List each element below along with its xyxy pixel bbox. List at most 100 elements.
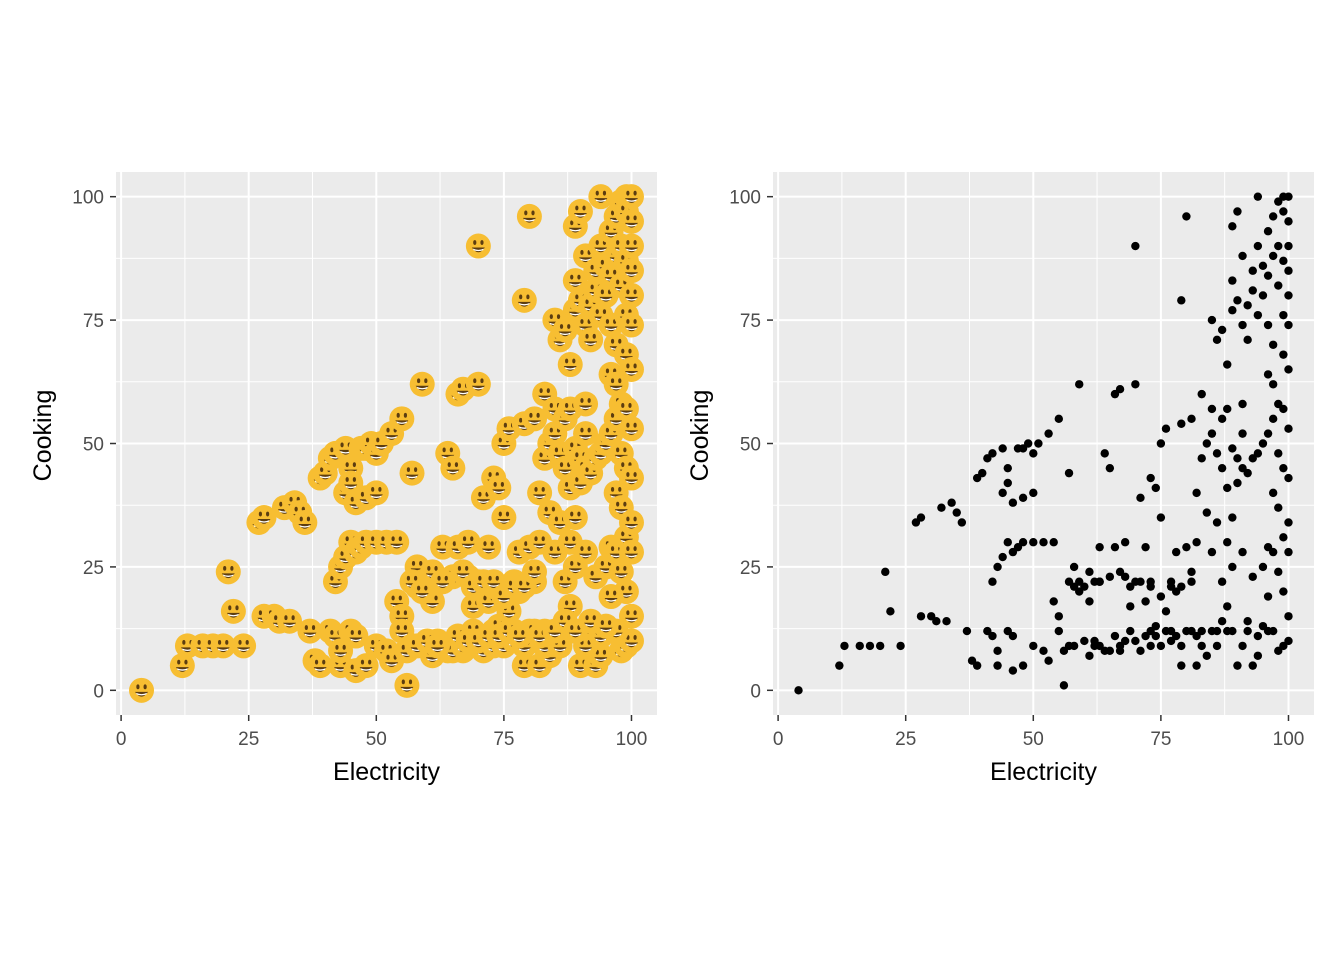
- scatter-point: [840, 641, 849, 651]
- scatter-point: [993, 661, 1002, 670]
- emoji-point: [613, 396, 639, 422]
- scatter-point: [1233, 207, 1242, 216]
- emoji-point: [389, 406, 415, 432]
- scatter-point: [972, 661, 982, 670]
- scatter-point: [1110, 542, 1120, 552]
- scatter-point: [1212, 449, 1222, 458]
- x-tick-label: 50: [366, 729, 387, 750]
- scatter-point: [1136, 646, 1145, 656]
- emoji-point: [297, 618, 323, 644]
- scatter-point: [1197, 641, 1206, 651]
- emoji-point: [598, 584, 624, 610]
- scatter-point: [1274, 449, 1283, 458]
- emoji-point: [430, 569, 456, 595]
- emoji-point: [251, 505, 277, 531]
- scatter-point: [1268, 340, 1278, 349]
- x-tick-label: 75: [1150, 729, 1171, 750]
- emoji-point: [277, 608, 303, 634]
- scatter-point: [1075, 587, 1084, 596]
- scatter-point: [1258, 621, 1268, 631]
- scatter-point: [1029, 538, 1038, 547]
- scatter-point: [1003, 463, 1012, 473]
- scatter-point: [1131, 636, 1140, 646]
- scatter-point: [1284, 266, 1293, 275]
- scatter-point: [932, 617, 941, 626]
- scatter-point: [1258, 562, 1268, 572]
- scatter-point: [1279, 533, 1288, 542]
- x-tick-label: 100: [616, 729, 648, 750]
- scatter-point: [978, 468, 987, 478]
- emoji-point: [465, 233, 491, 259]
- scatter-point: [1054, 612, 1064, 621]
- scatter-point: [1274, 567, 1283, 577]
- emoji-point: [363, 480, 389, 506]
- scatter-point: [1274, 241, 1283, 251]
- scatter-point: [1156, 513, 1166, 522]
- scatter-point: [1217, 617, 1227, 626]
- emoji-point: [169, 653, 195, 679]
- scatter-point: [1171, 547, 1181, 557]
- scatter-point: [1161, 607, 1171, 616]
- x-tick-label: 0: [116, 729, 127, 750]
- scatter-point: [1085, 567, 1094, 577]
- emoji-point: [573, 539, 599, 565]
- scatter-point: [1054, 626, 1064, 636]
- scatter-point: [1284, 320, 1293, 330]
- scatter-point: [1253, 449, 1263, 458]
- scatter-point: [988, 449, 997, 458]
- scatter-point: [1263, 592, 1273, 601]
- scatter-point: [1212, 335, 1222, 345]
- scatter-point: [1238, 429, 1247, 438]
- scatter-point: [1120, 538, 1130, 547]
- y-tick-label: 25: [83, 558, 104, 579]
- scatter-point: [1166, 582, 1176, 591]
- emoji-point: [578, 327, 604, 353]
- scatter-point: [855, 641, 864, 651]
- emoji-point: [307, 653, 333, 679]
- scatter-point: [1284, 547, 1293, 557]
- scatter-point: [1044, 656, 1053, 665]
- emoji-point: [506, 623, 532, 649]
- scatter-point: [1233, 478, 1242, 488]
- y-tick-labels: 0 25 50 75 100: [729, 188, 761, 703]
- scatter-point: [1161, 626, 1171, 636]
- scatter-point: [1263, 227, 1273, 236]
- scatter-point: [1263, 429, 1273, 438]
- scatter-point: [1258, 291, 1268, 300]
- scatter-point: [1039, 646, 1048, 656]
- scatter-point: [1263, 271, 1273, 280]
- emoji-point: [618, 465, 644, 491]
- scatter-point: [1217, 414, 1227, 424]
- scatter-point: [1029, 488, 1038, 498]
- scatter-point: [1069, 641, 1079, 651]
- scatter-point: [1238, 641, 1247, 651]
- scatter-point: [1228, 222, 1237, 231]
- x-axis-title: Electricity: [990, 758, 1097, 786]
- scatter-point: [1243, 335, 1252, 345]
- scatter-point: [1095, 542, 1104, 552]
- scatter-point: [1274, 503, 1283, 512]
- scatter-point: [1059, 681, 1069, 690]
- scatter-point: [1233, 296, 1242, 305]
- scatter-point: [1253, 651, 1263, 660]
- scatter-point: [1008, 666, 1018, 675]
- y-tick-label: 100: [72, 188, 104, 209]
- y-tick-label: 0: [93, 681, 104, 702]
- scatter-point: [1207, 626, 1217, 636]
- emoji-point: [440, 455, 466, 481]
- emoji-point: [618, 258, 644, 284]
- emoji-point: [491, 505, 517, 531]
- emoji-point: [455, 529, 481, 555]
- scatter-point: [1248, 661, 1257, 670]
- scatter-point: [1136, 493, 1145, 502]
- scatter-point: [1039, 538, 1048, 547]
- scatter-point: [1018, 538, 1028, 547]
- emoji-point: [567, 198, 593, 224]
- y-tick-label: 50: [740, 435, 761, 456]
- scatter-point: [881, 567, 890, 577]
- emoji-point: [343, 623, 369, 649]
- scatter-point: [1192, 631, 1201, 641]
- emoji-point: [562, 618, 588, 644]
- scatter-point: [1192, 538, 1201, 547]
- scatter-point: [1253, 241, 1263, 251]
